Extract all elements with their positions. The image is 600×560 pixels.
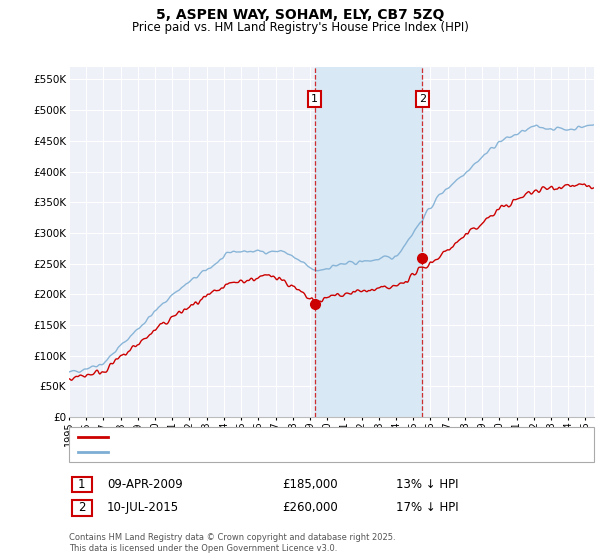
Text: 13% ↓ HPI: 13% ↓ HPI xyxy=(396,478,458,491)
Text: 17% ↓ HPI: 17% ↓ HPI xyxy=(396,501,458,515)
Text: 09-APR-2009: 09-APR-2009 xyxy=(107,478,182,491)
Text: £185,000: £185,000 xyxy=(282,478,338,491)
Text: Price paid vs. HM Land Registry's House Price Index (HPI): Price paid vs. HM Land Registry's House … xyxy=(131,21,469,34)
Text: 1: 1 xyxy=(78,478,86,491)
Text: 2: 2 xyxy=(419,94,426,104)
Text: 10-JUL-2015: 10-JUL-2015 xyxy=(107,501,179,515)
Text: 2: 2 xyxy=(78,501,86,515)
Text: 1: 1 xyxy=(311,94,318,104)
Text: 5, ASPEN WAY, SOHAM, ELY, CB7 5ZQ (detached house): 5, ASPEN WAY, SOHAM, ELY, CB7 5ZQ (detac… xyxy=(114,432,404,442)
Text: £260,000: £260,000 xyxy=(282,501,338,515)
Text: HPI: Average price, detached house, East Cambridgeshire: HPI: Average price, detached house, East… xyxy=(114,447,416,457)
Bar xyxy=(314,67,422,417)
Text: 5, ASPEN WAY, SOHAM, ELY, CB7 5ZQ: 5, ASPEN WAY, SOHAM, ELY, CB7 5ZQ xyxy=(156,8,444,22)
Text: Contains HM Land Registry data © Crown copyright and database right 2025.
This d: Contains HM Land Registry data © Crown c… xyxy=(69,533,395,553)
